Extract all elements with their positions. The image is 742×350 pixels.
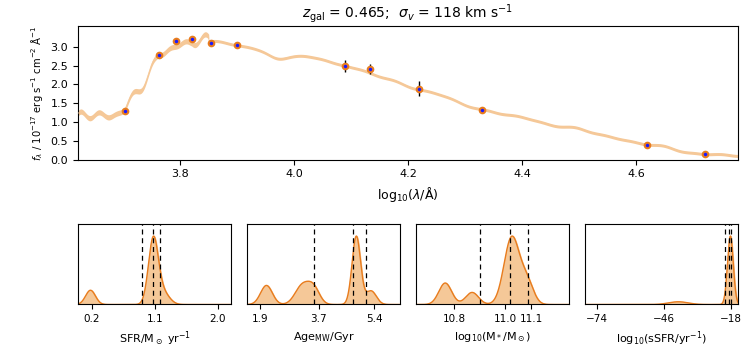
X-axis label: log$_{10}$(sSFR/yr$^{-1}$): log$_{10}$(sSFR/yr$^{-1}$) — [616, 330, 707, 348]
X-axis label: Age$_{\rm MW}$/Gyr: Age$_{\rm MW}$/Gyr — [292, 330, 355, 344]
X-axis label: log$_{10}$(M$_*$/M$_\odot$): log$_{10}$(M$_*$/M$_\odot$) — [454, 330, 531, 344]
X-axis label: log$_{10}$($\lambda$/Å): log$_{10}$($\lambda$/Å) — [378, 185, 439, 204]
Title: $z_{\rm gal}$ = 0.465;  $\sigma_v$ = 118 km s$^{-1}$: $z_{\rm gal}$ = 0.465; $\sigma_v$ = 118 … — [303, 2, 513, 25]
X-axis label: SFR/M$_\odot$ yr$^{-1}$: SFR/M$_\odot$ yr$^{-1}$ — [119, 330, 191, 348]
Y-axis label: $f_\lambda$ / $10^{-17}$ erg s$^{-1}$ cm$^{-2}$ Å$^{-1}$: $f_\lambda$ / $10^{-17}$ erg s$^{-1}$ cm… — [29, 25, 45, 161]
